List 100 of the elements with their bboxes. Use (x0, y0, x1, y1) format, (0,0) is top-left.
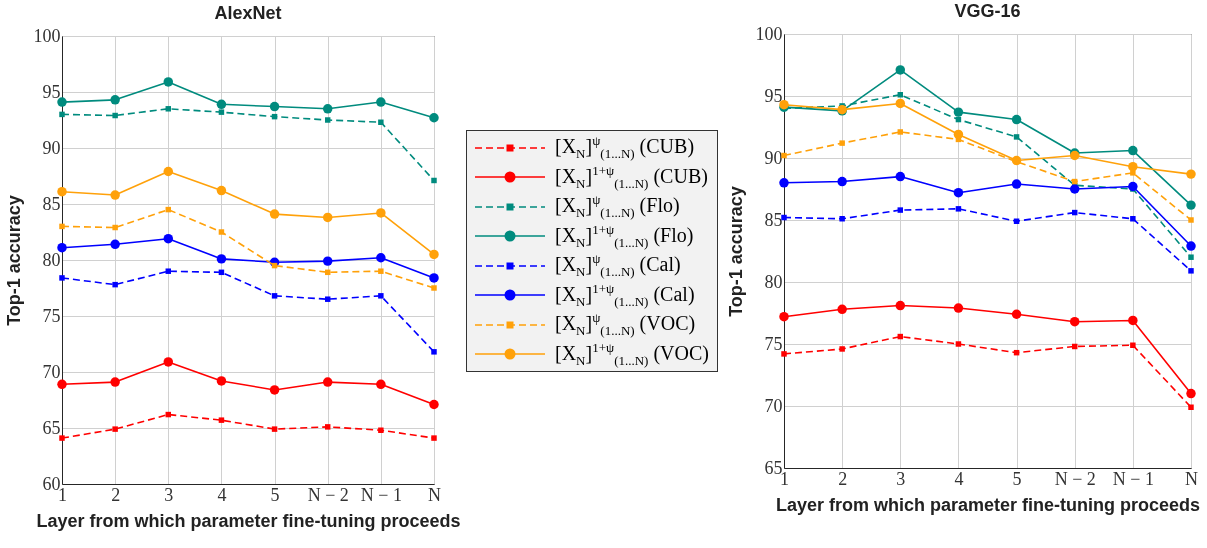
y-tick-label: 70 (42, 361, 61, 382)
point (269, 101, 280, 112)
point (429, 399, 439, 410)
point (57, 242, 67, 253)
point (165, 106, 172, 112)
point (163, 233, 174, 244)
point (1011, 309, 1022, 319)
point (895, 171, 906, 182)
point (1186, 169, 1196, 179)
point (376, 97, 386, 107)
y-tick-label: 65 (764, 457, 783, 478)
point (953, 303, 964, 313)
y-tick-label: 85 (764, 209, 783, 230)
point (779, 178, 789, 188)
point (378, 427, 384, 433)
legend-label: [X$_{N}$]$^{ψ}$$_{(1...N)}$ (VOC) (555, 310, 696, 340)
point (57, 97, 67, 107)
point (324, 296, 331, 302)
point (112, 426, 118, 432)
point (112, 224, 118, 231)
legend-label: [X$_{N}$]$^{1+ψ}$$_{(1...N)}$ (Flo) (555, 221, 694, 251)
point (269, 209, 280, 219)
point (1188, 217, 1194, 223)
chart-title: AlexNet (214, 3, 282, 23)
point (1013, 134, 1020, 140)
point (376, 253, 386, 263)
legend-label: [X$_{N}$]$^{1+ψ}$$_{(1...N)}$ (CUB) (555, 162, 708, 192)
point (110, 239, 120, 250)
point (163, 357, 174, 367)
y-axis-title: Top-1 accuracy (3, 195, 24, 326)
x-tick-label: 2 (838, 468, 848, 489)
point (218, 109, 225, 115)
point (57, 186, 67, 197)
point (429, 113, 439, 123)
point (1186, 388, 1196, 399)
x-tick-label: N (428, 484, 441, 505)
point (1069, 316, 1080, 327)
y-tick-label: 75 (764, 333, 783, 354)
chart-title: VGG-16 (954, 1, 1021, 21)
point (324, 117, 331, 123)
point (57, 379, 67, 390)
y-tick-label: 100 (33, 25, 61, 46)
point (1186, 241, 1196, 251)
point (1011, 114, 1022, 125)
point (59, 111, 65, 118)
point (112, 112, 118, 119)
point (322, 212, 333, 223)
y-tick-label: 85 (42, 193, 61, 214)
point (322, 104, 333, 114)
point (378, 119, 384, 125)
y-tick-label: 60 (42, 473, 61, 494)
point (431, 349, 437, 355)
point (163, 77, 174, 87)
point (110, 377, 120, 387)
x-tick-label: 4 (954, 468, 964, 489)
point (1130, 216, 1136, 222)
y-tick-label: 90 (42, 137, 61, 158)
point (953, 187, 964, 198)
legend-label: [X$_{N}$]$^{1+ψ}$$_{(1...N)}$ (VOC) (555, 339, 709, 369)
point (271, 426, 278, 432)
point (895, 98, 906, 109)
point (895, 300, 906, 311)
x-tick-label: 3 (164, 484, 174, 505)
y-tick-label: 100 (755, 23, 783, 44)
point (322, 256, 333, 266)
point (376, 379, 386, 390)
point (216, 185, 227, 196)
y-tick-label: 95 (764, 85, 783, 106)
x-tick-label: 5 (270, 484, 280, 505)
point (216, 376, 227, 386)
point (1188, 268, 1194, 274)
point (59, 275, 65, 281)
point (269, 385, 280, 395)
y-tick-label: 65 (42, 417, 61, 438)
x-tick-label: N − 2 (1054, 468, 1096, 489)
point (429, 249, 439, 260)
point (431, 285, 437, 291)
point (839, 140, 845, 146)
y-tick-label: 75 (42, 305, 61, 326)
legend-label: [X$_{N}$]$^{1+ψ}$$_{(1...N)}$ (Cal) (555, 280, 695, 310)
point (839, 346, 845, 352)
legend-label: [X$_{N}$]$^{ψ}$$_{(1...N)}$ (Cal) (555, 251, 681, 281)
point (216, 254, 227, 264)
point (271, 293, 278, 299)
point (218, 229, 225, 235)
point (324, 424, 331, 430)
point (1128, 315, 1138, 326)
point (1069, 184, 1080, 194)
legend-label: [X$_{N}$]$^{ψ}$$_{(1...N)}$ (CUB) (555, 133, 695, 163)
point (110, 190, 120, 200)
point (837, 304, 847, 315)
point (1188, 404, 1194, 410)
point (1130, 342, 1136, 348)
point (1128, 161, 1138, 172)
point (431, 435, 437, 441)
point (378, 293, 384, 299)
legend-label: [X$_{N}$]$^{ψ}$$_{(1...N)}$ (Flo) (555, 192, 680, 222)
point (953, 107, 964, 117)
point (1011, 179, 1022, 189)
x-tick-label: 5 (1012, 468, 1022, 489)
